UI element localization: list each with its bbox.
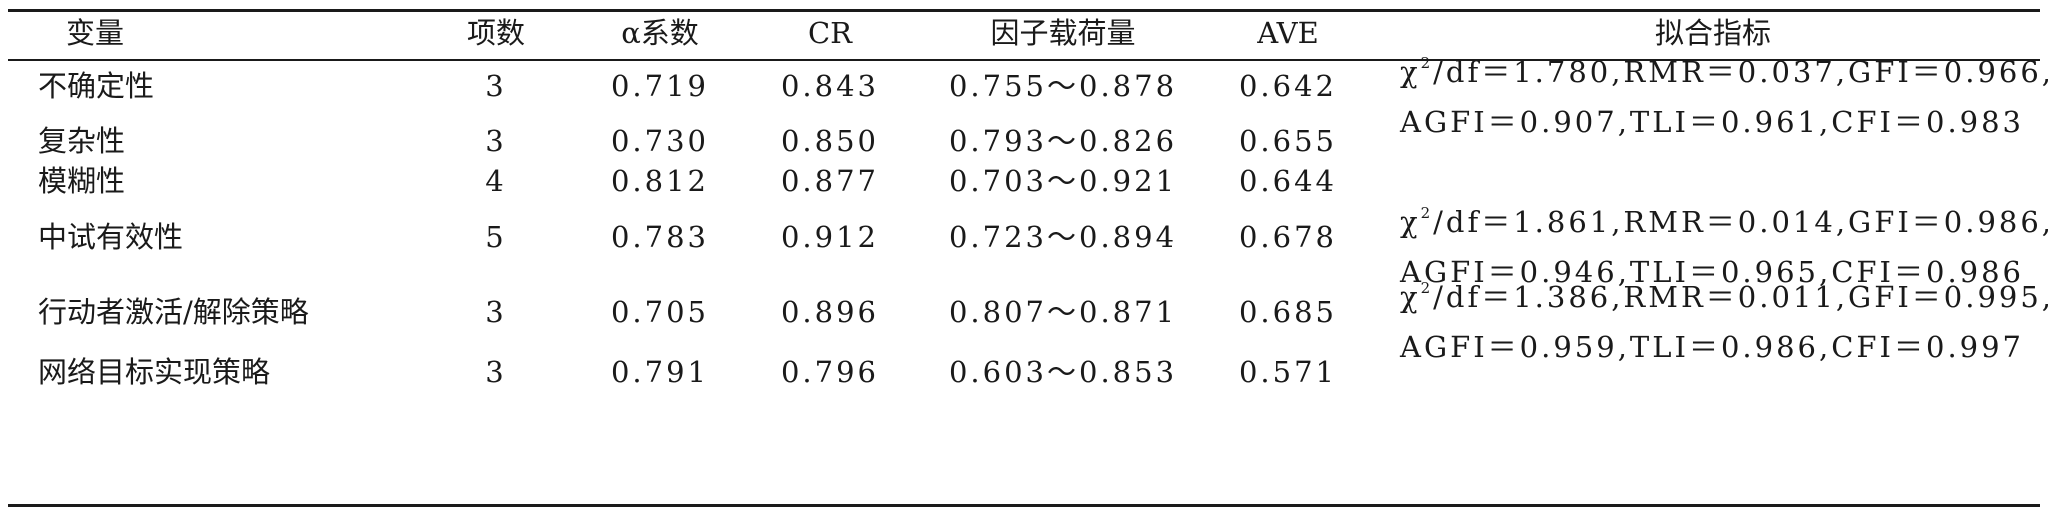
- measurement-table: 变量 项数 α系数 CR 因子载荷量 AVE 拟合指标 不确定性 3 0.719…: [8, 9, 2048, 507]
- row-ave: 0.685: [1238, 295, 1338, 329]
- row-items: 3: [485, 295, 507, 329]
- row-variable: 不确定性: [38, 69, 155, 103]
- row-items: 5: [485, 220, 507, 254]
- row-loading: 0.793～0.826: [948, 124, 1178, 158]
- header-rule: [8, 59, 2040, 61]
- chi-superscript: 2: [1420, 279, 1434, 297]
- chi-symbol: χ: [1400, 280, 1421, 314]
- row-ave: 0.655: [1238, 124, 1338, 158]
- fit-line-2: AGFI＝0.907,TLI＝0.961,CFI＝0.983: [1400, 105, 2025, 139]
- fit-line-2: AGFI＝0.959,TLI＝0.986,CFI＝0.997: [1400, 330, 2025, 364]
- row-ave: 0.642: [1238, 69, 1338, 103]
- header-ave: AVE: [1257, 16, 1319, 50]
- header-fit: 拟合指标: [1654, 16, 1772, 50]
- header-variable: 变量: [65, 16, 125, 50]
- fit-line-1-rest: /df＝1.386,RMR＝0.011,GFI＝0.995,: [1433, 280, 2048, 314]
- row-alpha: 0.719: [610, 69, 710, 103]
- chi-superscript: 2: [1420, 204, 1434, 222]
- fit-line-1: χ2/df＝1.780,RMR＝0.037,GFI＝0.966,: [1400, 47, 2048, 97]
- row-cr: 0.896: [780, 295, 880, 329]
- row-ave: 0.571: [1238, 355, 1338, 389]
- row-items: 3: [485, 355, 507, 389]
- chi-symbol: χ: [1400, 205, 1421, 239]
- row-alpha: 0.783: [610, 220, 710, 254]
- row-cr: 0.843: [780, 69, 880, 103]
- row-cr: 0.912: [780, 220, 880, 254]
- row-alpha: 0.705: [610, 295, 710, 329]
- row-loading: 0.723～0.894: [948, 220, 1178, 254]
- chi-symbol: χ: [1400, 55, 1421, 89]
- fit-block: χ2/df＝1.780,RMR＝0.037,GFI＝0.966, AGFI＝0.…: [1400, 47, 2048, 147]
- row-variable: 中试有效性: [38, 220, 184, 254]
- header-loading: 因子载荷量: [990, 16, 1136, 50]
- fit-line-1: χ2/df＝1.386,RMR＝0.011,GFI＝0.995,: [1400, 272, 2048, 322]
- header-alpha: α系数: [621, 16, 699, 50]
- row-cr: 0.796: [780, 355, 880, 389]
- row-alpha: 0.791: [610, 355, 710, 389]
- fit-block: χ2/df＝1.861,RMR＝0.014,GFI＝0.986, AGFI＝0.…: [1400, 197, 2048, 297]
- row-items: 3: [485, 69, 507, 103]
- fit-line-1-rest: /df＝1.861,RMR＝0.014,GFI＝0.986,: [1433, 205, 2048, 239]
- row-loading: 0.807～0.871: [948, 295, 1178, 329]
- row-ave: 0.678: [1238, 220, 1338, 254]
- fit-block: χ2/df＝1.386,RMR＝0.011,GFI＝0.995, AGFI＝0.…: [1400, 272, 2048, 372]
- row-alpha: 0.812: [610, 164, 710, 198]
- header-cr: CR: [807, 16, 853, 50]
- row-variable: 模糊性: [38, 164, 126, 198]
- row-variable: 网络目标实现策略: [38, 355, 271, 389]
- row-variable: 复杂性: [38, 124, 126, 158]
- row-items: 4: [485, 164, 507, 198]
- top-rule: [8, 9, 2040, 12]
- row-loading: 0.755～0.878: [948, 69, 1178, 103]
- row-ave: 0.644: [1238, 164, 1338, 198]
- fit-line-2: AGFI＝0.946,TLI＝0.965,CFI＝0.986: [1400, 255, 2025, 289]
- chi-superscript: 2: [1420, 54, 1434, 72]
- row-cr: 0.877: [780, 164, 880, 198]
- bottom-rule: [8, 504, 2040, 507]
- fit-line-1: χ2/df＝1.861,RMR＝0.014,GFI＝0.986,: [1400, 197, 2048, 247]
- row-variable: 行动者激活/解除策略: [38, 295, 309, 329]
- row-loading: 0.603～0.853: [948, 355, 1178, 389]
- row-alpha: 0.730: [610, 124, 710, 158]
- row-items: 3: [485, 124, 507, 158]
- fit-line-1-rest: /df＝1.780,RMR＝0.037,GFI＝0.966,: [1433, 55, 2048, 89]
- header-items: 项数: [466, 16, 526, 50]
- row-cr: 0.850: [780, 124, 880, 158]
- row-loading: 0.703～0.921: [948, 164, 1178, 198]
